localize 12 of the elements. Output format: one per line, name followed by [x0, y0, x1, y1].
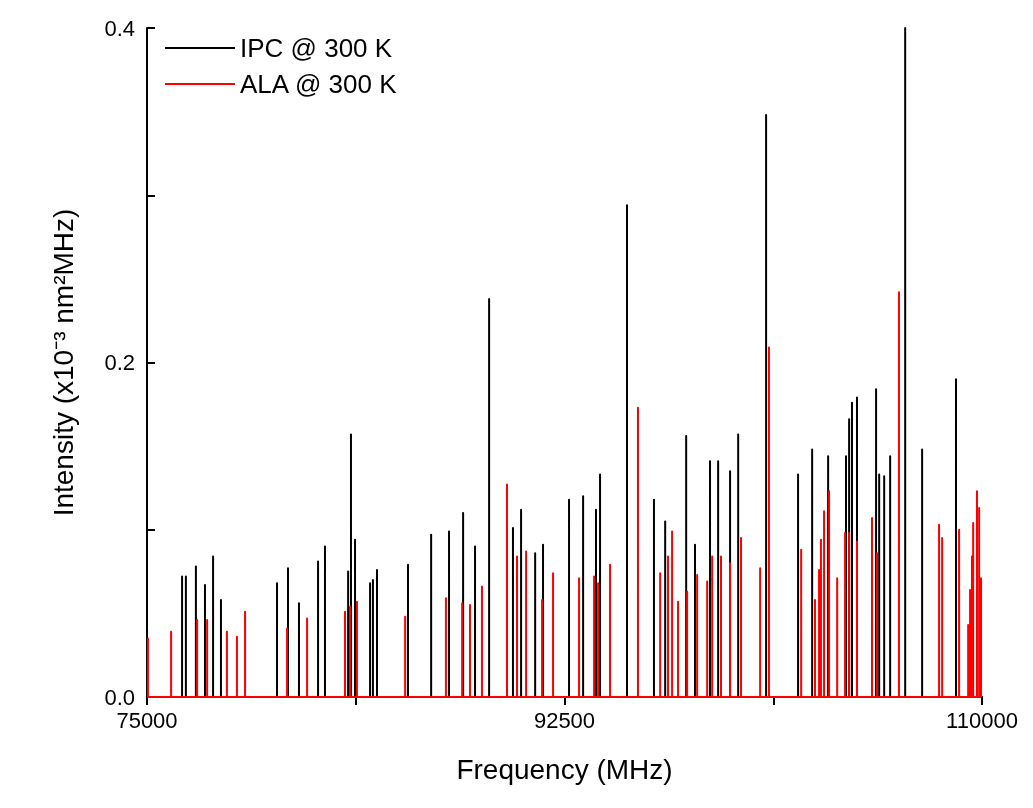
x-tick-label: 110000: [946, 707, 1018, 733]
x-tick-label: 75000: [116, 707, 178, 733]
x-axis-title: Frequency (MHz): [456, 753, 673, 785]
y-tick-label: 0.4: [104, 15, 135, 41]
x-tick-label: 92500: [533, 707, 596, 733]
y-tick-label: 0.2: [104, 350, 135, 375]
y-axis-title: Intensity (x10⁻³ nm²MHz): [47, 208, 79, 517]
y-tick-label: 0.0: [104, 684, 135, 710]
line-series: [146, 291, 983, 698]
legend-label: ALA @ 300 K: [240, 69, 398, 99]
legend-label: IPC @ 300 K: [240, 33, 393, 63]
line-series: [181, 27, 957, 698]
